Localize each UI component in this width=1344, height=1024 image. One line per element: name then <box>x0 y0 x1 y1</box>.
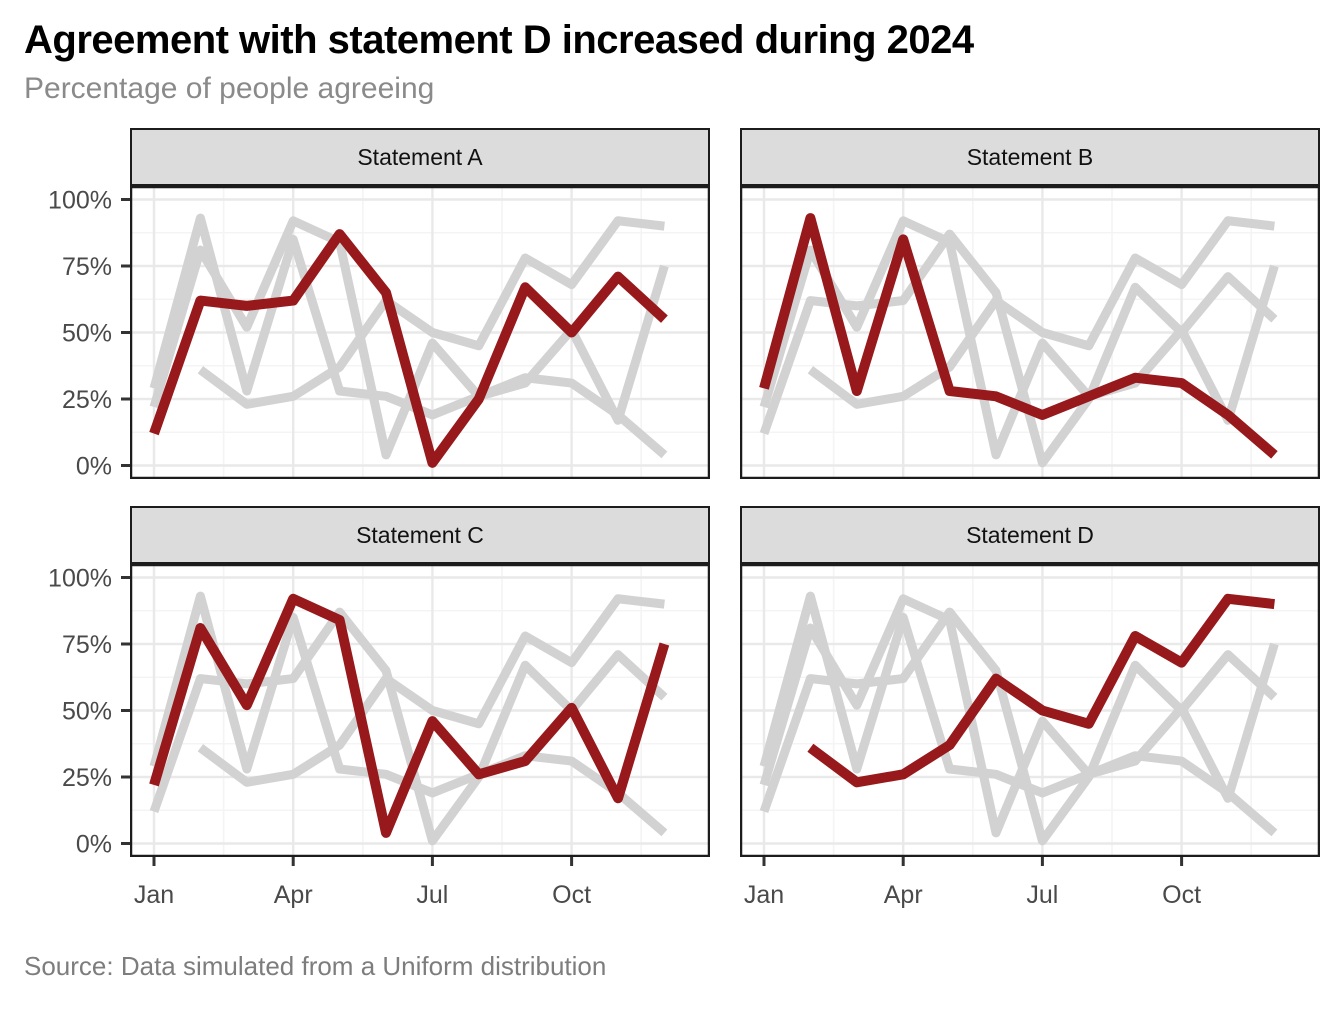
chart-subtitle: Percentage of people agreeing <box>24 72 435 105</box>
svg-text:Apr: Apr <box>274 881 313 909</box>
svg-text:Jan: Jan <box>744 881 784 909</box>
x-axis-left-column: Jan Apr Jul Oct <box>134 857 591 909</box>
svg-text:Jan: Jan <box>134 881 174 909</box>
facet-grid: Statement A Statement B 0% 25% 50% 75% 100% … <box>0 128 1320 929</box>
panel-statement-b-plot <box>740 186 1320 479</box>
facet-strip-statement-a: Statement A <box>130 128 710 186</box>
y-axis-bottom-row: 0% 25% 50% 75% 100% <box>48 565 130 858</box>
panel-statement-c-plot <box>130 564 710 857</box>
facet-strip-statement-c: Statement C <box>130 506 710 564</box>
svg-text:0%: 0% <box>76 831 112 858</box>
chart-caption: Source: Data simulated from a Uniform di… <box>24 951 607 981</box>
chart-title: Agreement with statement D increased dur… <box>24 18 974 62</box>
svg-text:75%: 75% <box>62 631 112 659</box>
svg-text:25%: 25% <box>62 386 112 414</box>
facet-strip-label: Statement B <box>966 143 1094 170</box>
x-axis-right-column: Jan Apr Jul Oct <box>744 857 1201 909</box>
facet-strip-statement-b: Statement B <box>740 128 1320 186</box>
svg-text:100%: 100% <box>48 187 112 215</box>
svg-text:Oct: Oct <box>1162 881 1201 909</box>
svg-text:Jul: Jul <box>1026 881 1058 909</box>
svg-text:25%: 25% <box>62 764 112 792</box>
facet-strip-statement-d: Statement D <box>740 506 1320 564</box>
svg-text:Jul: Jul <box>416 881 448 909</box>
facet-strip-label: Statement D <box>966 521 1094 548</box>
facet-strip-label: Statement C <box>356 521 484 548</box>
svg-text:50%: 50% <box>62 320 112 348</box>
svg-text:Apr: Apr <box>884 881 923 909</box>
svg-text:75%: 75% <box>62 253 112 281</box>
svg-text:50%: 50% <box>62 698 112 726</box>
panel-statement-a-plot <box>130 186 710 479</box>
panel-statement-d-plot <box>740 564 1320 857</box>
svg-text:Oct: Oct <box>552 881 591 909</box>
svg-text:0%: 0% <box>76 453 112 480</box>
facet-strip-label: Statement A <box>357 143 483 170</box>
svg-text:100%: 100% <box>48 565 112 593</box>
y-axis-top-row: 0% 25% 50% 75% 100% <box>48 187 130 480</box>
